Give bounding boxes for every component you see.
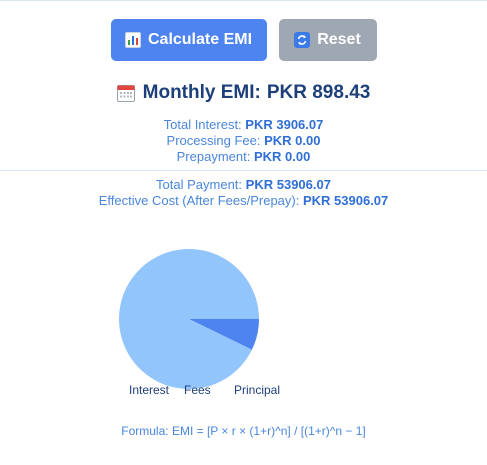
total-payment-value: PKR 53906.07 [245,177,331,192]
pie-slice-principal [119,248,259,389]
calendar-icon [116,84,135,102]
total-interest-row: Total Interest: PKR 3906.07 [0,117,487,133]
emi-formula: Formula: EMI = [P × r × (1+r)^n] / [(1+r… [121,424,366,438]
total-interest-value: PKR 3906.07 [245,117,324,132]
prepayment-row: Prepayment: PKR 0.00 [0,149,487,165]
processing-fee-row: Processing Fee: PKR 0.00 [0,133,487,149]
reset-button[interactable]: Reset [278,19,377,61]
effective-cost-value: PKR 53906.07 [302,193,389,208]
effective-cost-label: Effective Cost (After Fees/Prepay): [98,193,300,208]
monthly-emi-value: PKR 898.43 [266,82,371,103]
cost-breakdown: Total Interest: PKR 3906.07 Processing F… [0,117,487,165]
section-divider [0,170,487,171]
monthly-emi-label: Monthly EMI: [142,82,261,103]
pie-slice-interest [189,319,259,350]
prepayment-value: PKR 0.00 [253,149,311,164]
calculate-emi-button[interactable]: Calculate EMI [110,19,267,61]
effective-cost-row: Effective Cost (After Fees/Prepay): PKR … [0,193,487,209]
top-divider [0,0,487,1]
reset-label: Reset [317,31,361,48]
processing-fee-value: PKR 0.00 [264,133,321,148]
total-interest-label: Total Interest: [163,117,242,132]
refresh-icon [294,32,311,48]
payment-summary: Total Payment: PKR 53906.07 Effective Co… [0,177,487,209]
calculate-emi-label: Calculate EMI [147,31,253,48]
bar-chart-icon [124,32,141,48]
total-payment-row: Total Payment: PKR 53906.07 [0,177,487,193]
processing-fee-label: Processing Fee: [166,133,261,148]
action-buttons: Calculate EMI Reset [0,19,487,61]
legend-principal: Principal [234,383,281,397]
legend-interest: Interest [129,383,170,397]
monthly-emi-heading: Monthly EMI: PKR 898.43 [0,82,487,104]
legend-fees: Fees [184,383,211,397]
prepayment-label: Prepayment: [176,149,251,164]
total-payment-label: Total Payment: [156,177,243,192]
